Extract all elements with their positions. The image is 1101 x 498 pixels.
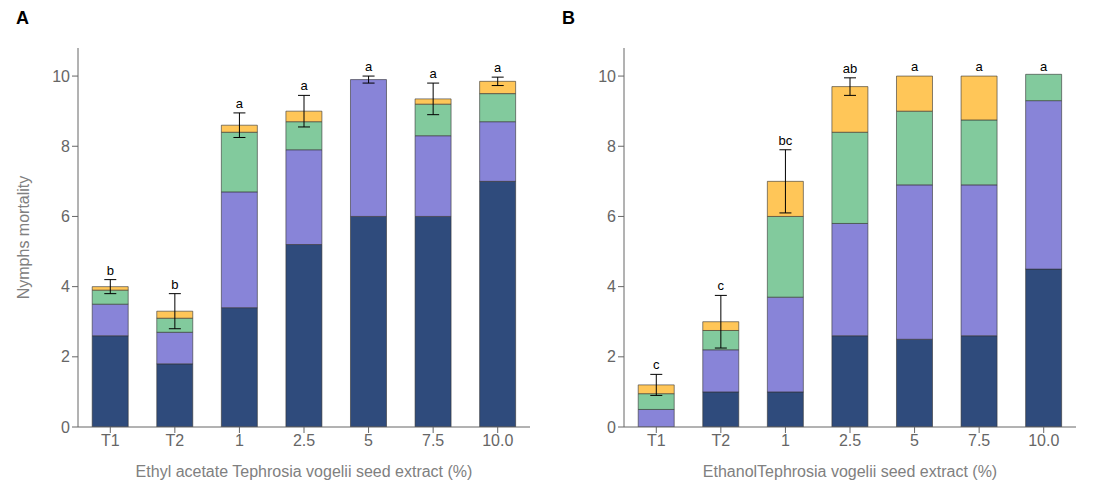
svg-text:a: a (976, 59, 984, 74)
svg-text:bc: bc (779, 133, 793, 148)
svg-text:10.0: 10.0 (1028, 432, 1059, 449)
svg-text:a: a (365, 59, 373, 74)
svg-text:8: 8 (61, 138, 70, 155)
svg-text:2: 2 (607, 348, 616, 365)
svg-text:7.5: 7.5 (968, 432, 990, 449)
svg-text:1: 1 (781, 432, 790, 449)
svg-text:10: 10 (598, 68, 616, 85)
svg-text:a: a (300, 78, 308, 93)
svg-text:2.5: 2.5 (293, 432, 315, 449)
svg-text:5: 5 (364, 432, 373, 449)
svg-text:a: a (430, 66, 438, 81)
svg-text:b: b (107, 263, 114, 278)
svg-text:T2: T2 (166, 432, 185, 449)
svg-text:5: 5 (910, 432, 919, 449)
svg-text:7.5: 7.5 (422, 432, 444, 449)
svg-text:6: 6 (61, 208, 70, 225)
svg-text:T1: T1 (101, 432, 120, 449)
svg-text:c: c (653, 357, 660, 372)
svg-text:a: a (911, 59, 919, 74)
svg-text:1: 1 (235, 432, 244, 449)
svg-text:4: 4 (607, 278, 616, 295)
svg-text:T1: T1 (647, 432, 666, 449)
svg-text:c: c (718, 278, 725, 293)
svg-text:Nymphs mortality: Nymphs mortality (15, 176, 32, 300)
svg-text:a: a (236, 96, 244, 111)
svg-text:b: b (171, 277, 178, 292)
svg-text:10.0: 10.0 (482, 432, 513, 449)
svg-text:a: a (494, 60, 502, 75)
svg-text:6: 6 (607, 208, 616, 225)
svg-text:4: 4 (61, 278, 70, 295)
svg-text:0: 0 (607, 419, 616, 436)
svg-text:EthanolTephrosia vogelii seed: EthanolTephrosia vogelii seed extract (%… (703, 463, 997, 480)
svg-text:10: 10 (52, 68, 70, 85)
svg-text:T2: T2 (712, 432, 731, 449)
svg-text:0: 0 (61, 419, 70, 436)
svg-text:Ethyl acetate Tephrosia vogeli: Ethyl acetate Tephrosia vogelii seed ext… (136, 463, 473, 480)
svg-text:2.5: 2.5 (839, 432, 861, 449)
html-text:B: B (562, 8, 575, 28)
svg-text:8: 8 (607, 138, 616, 155)
html-text:A: A (16, 8, 29, 28)
svg-text:ab: ab (843, 61, 857, 76)
svg-text:2: 2 (61, 348, 70, 365)
svg-text:a: a (1040, 59, 1048, 74)
